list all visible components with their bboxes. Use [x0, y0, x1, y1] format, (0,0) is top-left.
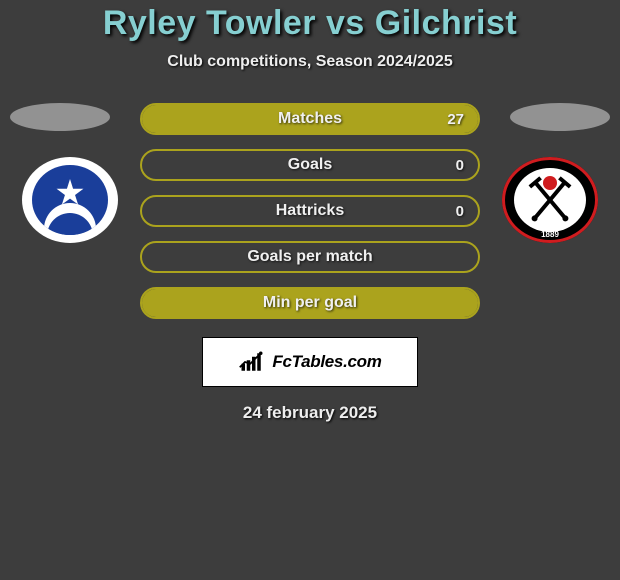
stat-label: Hattricks: [142, 197, 478, 225]
stat-label: Min per goal: [142, 289, 478, 317]
stat-bar: Goals per match: [140, 241, 480, 273]
ellipse-left: [10, 103, 110, 131]
stat-bars: Matches27Goals0Hattricks0Goals per match…: [140, 103, 480, 319]
date: 24 february 2025: [0, 403, 620, 423]
stats-region: 1889 Matches27Goals0Hattricks0Goals per …: [0, 103, 620, 319]
title: Ryley Towler vs Gilchrist: [0, 4, 620, 43]
stat-label: Matches: [142, 105, 478, 133]
club-badge-left: [22, 157, 118, 243]
stat-value-right: 27: [447, 105, 464, 133]
stat-bar: Min per goal: [140, 287, 480, 319]
subtitle: Club competitions, Season 2024/2025: [0, 53, 620, 71]
stat-label: Goals per match: [142, 243, 478, 271]
chart-icon: [238, 351, 266, 373]
comparison-card: Ryley Towler vs Gilchrist Club competiti…: [0, 0, 620, 580]
stat-bar: Hattricks0: [140, 195, 480, 227]
stat-bar: Matches27: [140, 103, 480, 135]
stat-value-right: 0: [456, 197, 464, 225]
portsmouth-badge: [22, 157, 118, 243]
brand-box[interactable]: FcTables.com: [202, 337, 418, 387]
rose-icon: [543, 176, 557, 190]
crescent-icon: [44, 203, 96, 229]
stat-label: Goals: [142, 151, 478, 179]
stat-value-right: 0: [456, 151, 464, 179]
ellipse-right: [510, 103, 610, 131]
club-badge-right: 1889: [502, 157, 598, 243]
brand-text: FcTables.com: [272, 352, 381, 372]
sheffield-united-badge: 1889: [502, 157, 598, 243]
stat-bar: Goals0: [140, 149, 480, 181]
badge-year: 1889: [502, 230, 598, 239]
